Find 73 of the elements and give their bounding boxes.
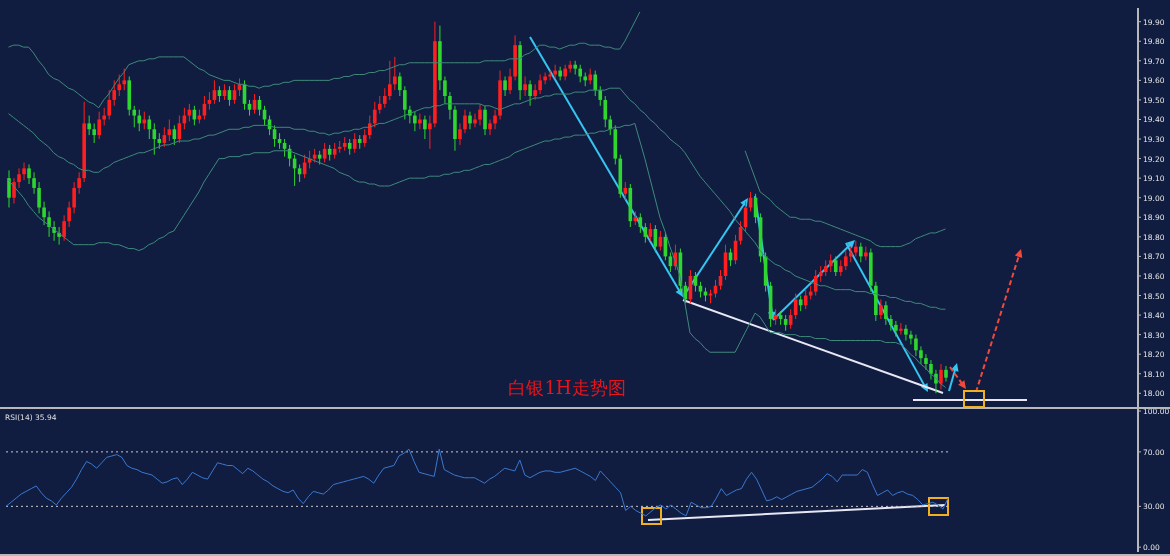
candlestick (112, 79, 117, 107)
candlestick (383, 87, 387, 109)
candlestick (77, 171, 81, 195)
candlestick (884, 300, 888, 326)
candlestick (939, 363, 943, 390)
candlestick (919, 345, 923, 365)
candlestick (448, 91, 452, 120)
candlestick (132, 105, 137, 128)
candlestick (929, 359, 933, 381)
candlestick (843, 250, 848, 271)
candlestick (458, 122, 462, 146)
candlestick (528, 79, 532, 107)
candlestick (92, 122, 96, 144)
candlestick (473, 113, 477, 128)
candlestick (608, 115, 613, 136)
candlestick (57, 226, 61, 246)
candlestick (478, 103, 482, 126)
candlestick (428, 115, 432, 150)
candlestick (543, 72, 547, 85)
candlestick (7, 169, 11, 208)
candlestick (598, 85, 603, 107)
candlestick (352, 132, 357, 154)
candlestick (603, 95, 608, 128)
candlestick (483, 105, 487, 136)
candlestick (12, 177, 16, 205)
candlestick (508, 68, 512, 95)
text: 白银1H走势图 (507, 376, 627, 400)
candlestick (593, 70, 598, 97)
candlestick (523, 75, 527, 97)
candlestick (393, 56, 397, 91)
candlestick (889, 314, 893, 332)
candlestick (27, 163, 31, 185)
candlestick (533, 83, 537, 101)
candlestick (909, 330, 913, 345)
candlestick (899, 322, 903, 336)
candlestick (879, 298, 883, 320)
candlestick (97, 111, 101, 140)
candlestick (493, 109, 497, 130)
candlestick (503, 75, 507, 97)
candlestick (443, 75, 447, 105)
candlestick (463, 109, 467, 134)
candlestick (894, 320, 898, 338)
candlestick (117, 74, 122, 97)
candlestick (72, 181, 76, 214)
candlestick (538, 74, 542, 95)
candlestick (924, 353, 928, 371)
candlestick (122, 68, 127, 91)
candlestick (137, 109, 142, 132)
candlestick (17, 167, 21, 189)
candlestick (372, 101, 377, 128)
candlestick (413, 111, 417, 132)
candlestick (37, 181, 41, 214)
candlestick (87, 115, 91, 136)
candlestick (813, 269, 818, 297)
candlestick (403, 85, 407, 120)
candlestick (418, 113, 422, 130)
candlestick (67, 201, 71, 228)
candlestick (107, 89, 112, 120)
candlestick (468, 111, 472, 130)
candlestick (62, 214, 66, 242)
candlestick (904, 324, 908, 341)
candlestick (944, 365, 948, 383)
candlestick (398, 72, 402, 97)
candlestick (22, 162, 26, 181)
candlestick (833, 255, 838, 277)
candlestick (423, 115, 427, 140)
candlestick (914, 334, 918, 357)
candlestick (42, 201, 46, 226)
candlestick (488, 118, 492, 136)
candlestick (859, 242, 863, 263)
candlestick (388, 60, 392, 101)
candlestick (147, 115, 152, 140)
candlestick (32, 171, 36, 195)
